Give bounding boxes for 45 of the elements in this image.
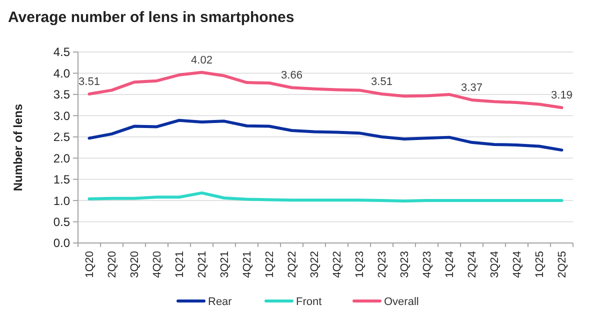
x-tick-label: 1Q21 [174,251,186,278]
y-axis-title: Number of lens [11,104,25,192]
x-tick-label: 4Q22 [332,251,344,278]
y-tick-label: 4.0 [53,66,70,80]
y-tick-label: 2.5 [53,130,70,144]
data-label: 3.66 [281,70,302,82]
line-series [88,191,564,202]
x-tick-label: 2Q21 [196,251,209,278]
legend-label: Front [296,296,322,308]
x-tick-label: 2Q23 [376,251,389,278]
data-label: 4.02 [191,54,212,66]
x-tick-label: 3Q23 [399,251,412,278]
y-tick-label: 3.0 [53,108,70,123]
x-tick-label: 3Q22 [309,251,322,278]
x-tick-label: 4Q20 [152,251,164,278]
data-label: 3.51 [78,76,100,88]
y-tick-label: 0.5 [53,214,70,229]
chart-title: Average number of lens in smartphones [8,9,294,26]
legend-label: Overall [384,296,419,308]
x-tick-label: 2Q24 [466,251,479,278]
x-tick-label: 3Q20 [129,251,142,278]
data-label: 3.37 [461,82,482,94]
x-tick-label: 1Q24 [444,251,456,278]
y-tick-label: 4.5 [53,45,70,60]
x-tick-label: 4Q21 [242,251,254,278]
x-tick-label: 4Q24 [512,251,524,278]
line-series [88,118,564,152]
x-tick-label: 1Q22 [264,251,276,278]
x-tick-label: 1Q23 [354,251,366,278]
x-tick-label: 1Q25 [534,251,546,278]
y-tick-label: 0.0 [53,236,70,250]
data-label: 3.51 [371,76,392,88]
legend-label: Rear [208,296,232,308]
x-tick-label: 3Q24 [489,251,502,278]
y-tick-label: 2.0 [53,151,70,166]
x-tick-label: 4Q23 [422,251,434,278]
x-tick-label: 2Q20 [106,251,119,278]
x-tick-label: 2Q25 [556,251,569,278]
x-tick-label: 2Q22 [286,251,299,278]
y-tick-label: 1.5 [53,172,70,187]
x-tick-label: 3Q21 [219,251,232,278]
y-tick-label: 1.0 [53,194,70,208]
data-label: 3.19 [551,90,572,102]
y-tick-label: 3.5 [53,88,70,102]
x-tick-label: 1Q20 [84,251,96,278]
